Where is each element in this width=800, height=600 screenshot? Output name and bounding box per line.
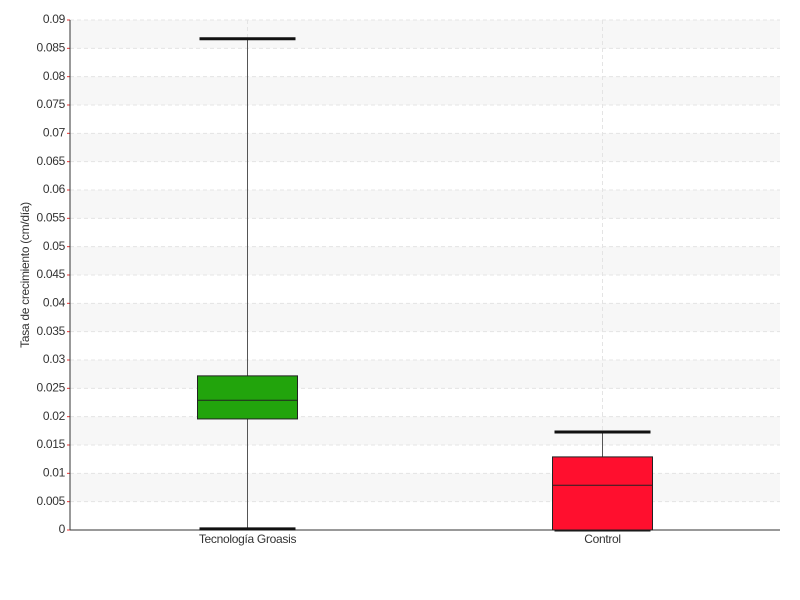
grid-band: [70, 473, 780, 502]
grid-band: [70, 133, 780, 162]
y-tick-label: 0.065: [36, 154, 65, 168]
y-tick-label: 0.02: [43, 409, 66, 423]
y-tick-label: 0.055: [36, 211, 65, 225]
y-tick-label: 0.075: [36, 97, 65, 111]
grid-band: [70, 76, 780, 105]
y-tick-label: 0.035: [36, 324, 65, 338]
y-tick-label: 0.07: [43, 126, 66, 140]
y-tick-label: 0.025: [36, 381, 65, 395]
grid-band: [70, 303, 780, 332]
grid-band: [70, 20, 780, 49]
y-tick-label: 0.08: [43, 69, 66, 83]
y-tick-label: 0.03: [43, 352, 66, 366]
y-tick-label: 0.005: [36, 494, 65, 508]
grid-band: [70, 246, 780, 275]
y-tick-label: 0.01: [43, 466, 66, 480]
box: [552, 456, 653, 531]
grid-band: [70, 360, 780, 389]
y-tick-label: 0.04: [43, 296, 66, 310]
y-tick-label: 0.09: [43, 12, 66, 26]
y-tick-label: 0.085: [36, 41, 65, 55]
y-tick-label: 0: [59, 522, 66, 536]
y-tick-label: 0.015: [36, 437, 65, 451]
grid-band: [70, 190, 780, 219]
x-tick-label: Tecnología Groasis: [199, 532, 297, 546]
box: [197, 375, 298, 420]
y-axis-label: Tasa de crecimiento (cm/día): [18, 202, 32, 348]
y-tick-label: 0.05: [43, 239, 66, 253]
y-tick-label: 0.06: [43, 182, 66, 196]
y-tick-label: 0.045: [36, 267, 65, 281]
x-tick-label: Control: [584, 532, 621, 546]
grid-band: [70, 416, 780, 445]
